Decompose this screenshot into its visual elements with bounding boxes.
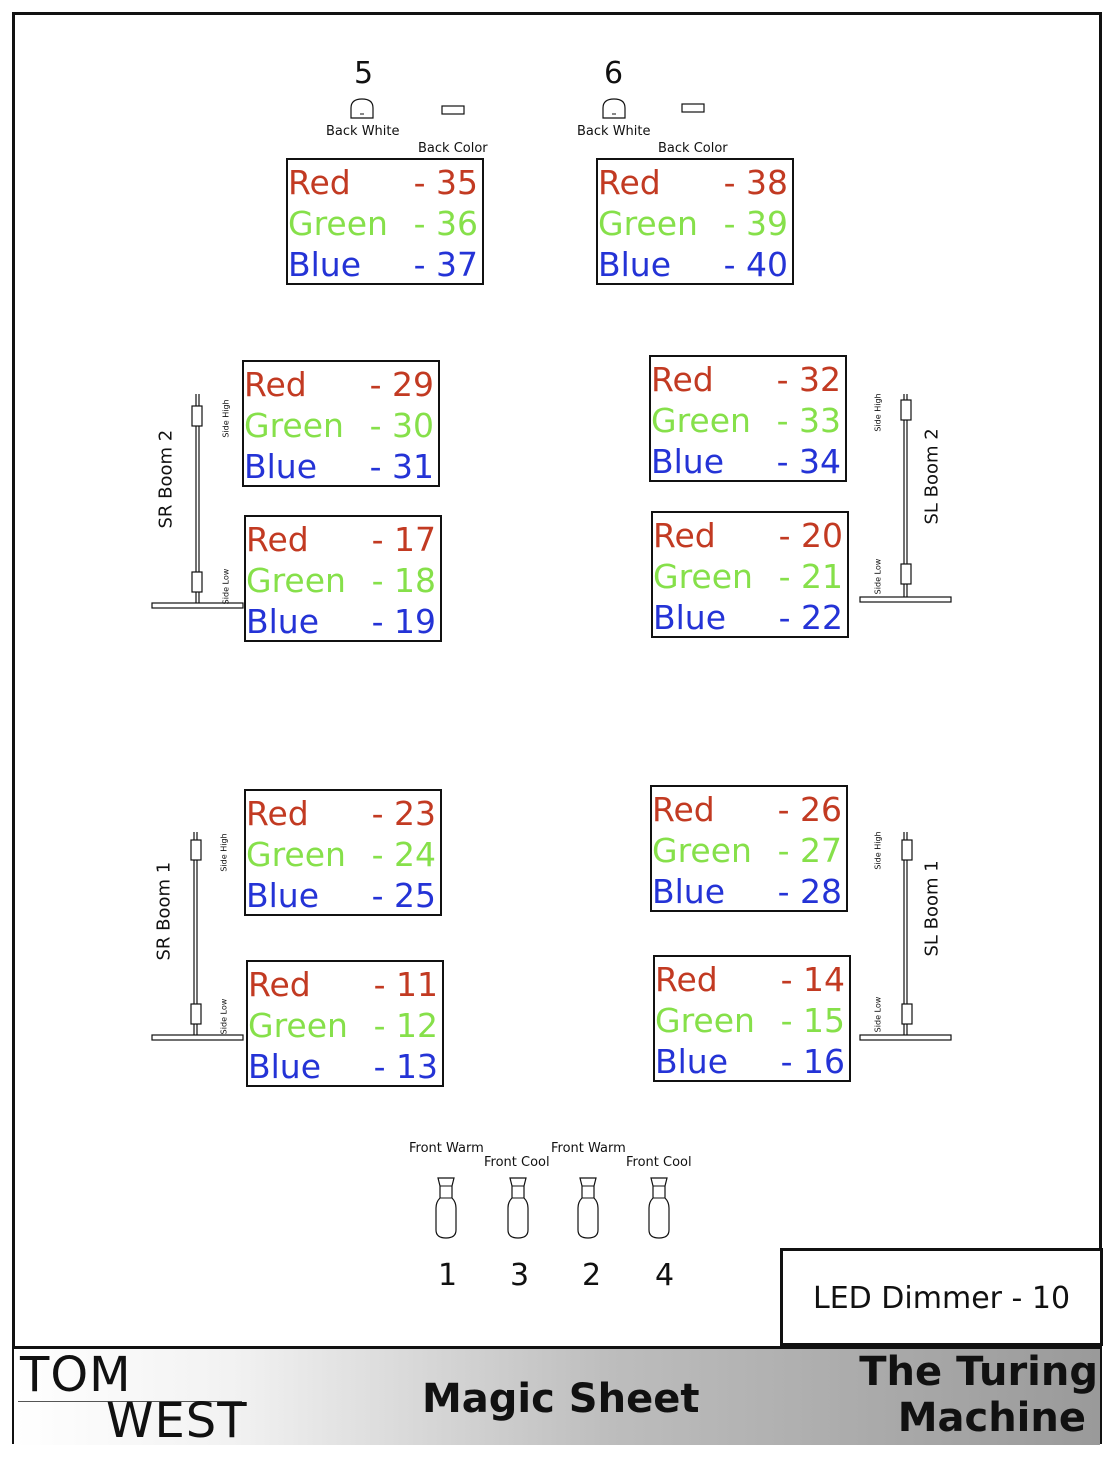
side-high-label: Side High: [219, 833, 229, 872]
front-number: 2: [582, 1258, 602, 1293]
logo-divider: [18, 1401, 242, 1402]
channel-box: Red - 26 Green - 27 Blue - 28: [650, 785, 848, 912]
boom-pipe-icon: [151, 832, 244, 1041]
boom-name: SR Boom 1: [153, 861, 175, 961]
back-number: 5: [354, 56, 374, 91]
front-number: 1: [438, 1258, 458, 1293]
side-low-label: Side Low: [219, 998, 229, 1035]
channel-row-blue: Blue - 37: [288, 245, 478, 284]
side-low-label: Side Low: [873, 558, 883, 595]
channel-row-red: Red - 23: [246, 794, 436, 833]
channel-row-green: Green - 36: [288, 204, 478, 243]
side-low-label: Side Low: [873, 996, 883, 1033]
channel-row-green: Green - 30: [244, 406, 434, 445]
channel-row-blue: Blue - 34: [651, 442, 841, 481]
title-block: TOM WEST Magic Sheet The Turing Machine: [14, 1346, 1100, 1445]
channel-box: Red - 20 Green - 21 Blue - 22: [651, 511, 849, 638]
back-color-label: Back Color: [658, 141, 728, 156]
boom-pipe-icon: [859, 832, 952, 1041]
back-white-fixture-icon: [350, 98, 374, 119]
side-low-label: Side Low: [221, 568, 231, 605]
channel-box: Red - 35 Green - 36 Blue - 37: [286, 158, 484, 285]
channel-box: Red - 23 Green - 24 Blue - 25: [244, 789, 442, 916]
channel-row-green: Green - 15: [655, 1001, 845, 1040]
led-dimmer-label: LED Dimmer - 10: [813, 1281, 1071, 1316]
boom-pipe-icon: [859, 394, 952, 603]
channel-row-red: Red - 32: [651, 360, 841, 399]
logo-line-2: WEST: [106, 1393, 248, 1449]
front-label: Front Warm: [551, 1141, 626, 1156]
channel-row-blue: Blue - 40: [598, 245, 788, 284]
channel-row-red: Red - 14: [655, 960, 845, 999]
back-number: 6: [604, 56, 624, 91]
boom-name: SL Boom 1: [921, 860, 943, 957]
sheet-title: Magic Sheet: [422, 1376, 700, 1422]
channel-row-green: Green - 39: [598, 204, 788, 243]
front-label: Front Cool: [626, 1155, 692, 1170]
channel-box: Red - 32 Green - 33 Blue - 34: [649, 355, 847, 482]
channel-row-green: Green - 12: [248, 1006, 438, 1045]
channel-box: Red - 11 Green - 12 Blue - 13: [246, 960, 444, 1087]
back-color-label: Back Color: [418, 141, 488, 156]
side-high-label: Side High: [873, 831, 883, 870]
boom-pipe-icon: [151, 394, 244, 609]
channel-row-blue: Blue - 16: [655, 1042, 845, 1081]
front-fixture-icon: [507, 1177, 529, 1239]
sheet-frame: [12, 12, 1102, 1444]
channel-row-blue: Blue - 25: [246, 876, 436, 915]
show-title-line-2: Machine: [897, 1395, 1086, 1441]
front-number: 4: [655, 1258, 675, 1293]
channel-row-red: Red - 35: [288, 163, 478, 202]
channel-row-green: Green - 18: [246, 561, 436, 600]
channel-row-blue: Blue - 22: [653, 598, 843, 637]
logo-line-1: TOM: [20, 1347, 132, 1403]
front-fixture-icon: [648, 1177, 670, 1239]
back-color-fixture-icon: [681, 103, 705, 113]
channel-row-red: Red - 38: [598, 163, 788, 202]
channel-row-blue: Blue - 13: [248, 1047, 438, 1086]
led-dimmer-box: LED Dimmer - 10: [780, 1248, 1103, 1346]
boom-name: SR Boom 2: [155, 429, 177, 529]
channel-row-green: Green - 21: [653, 557, 843, 596]
channel-row-green: Green - 27: [652, 831, 842, 870]
back-white-label: Back White: [577, 124, 651, 139]
channel-box: Red - 14 Green - 15 Blue - 16: [653, 955, 851, 1082]
back-white-label: Back White: [326, 124, 400, 139]
side-high-label: Side High: [873, 393, 883, 432]
channel-row-blue: Blue - 28: [652, 872, 842, 911]
channel-box: Red - 29 Green - 30 Blue - 31: [242, 360, 440, 487]
front-fixture-icon: [577, 1177, 599, 1239]
back-color-fixture-icon: [441, 105, 465, 115]
back-white-fixture-icon: [602, 98, 626, 119]
side-high-label: Side High: [221, 399, 231, 438]
channel-row-green: Green - 24: [246, 835, 436, 874]
front-label: Front Cool: [484, 1155, 550, 1170]
channel-row-blue: Blue - 19: [246, 602, 436, 641]
channel-row-red: Red - 29: [244, 365, 434, 404]
front-label: Front Warm: [409, 1141, 484, 1156]
channel-box: Red - 17 Green - 18 Blue - 19: [244, 515, 442, 642]
boom-name: SL Boom 2: [921, 428, 943, 525]
channel-row-red: Red - 17: [246, 520, 436, 559]
channel-row-red: Red - 20: [653, 516, 843, 555]
channel-row-red: Red - 11: [248, 965, 438, 1004]
channel-row-blue: Blue - 31: [244, 447, 434, 486]
channel-row-red: Red - 26: [652, 790, 842, 829]
front-number: 3: [510, 1258, 530, 1293]
channel-box: Red - 38 Green - 39 Blue - 40: [596, 158, 794, 285]
channel-row-green: Green - 33: [651, 401, 841, 440]
front-fixture-icon: [435, 1177, 457, 1239]
show-title-line-1: The Turing: [859, 1349, 1098, 1395]
